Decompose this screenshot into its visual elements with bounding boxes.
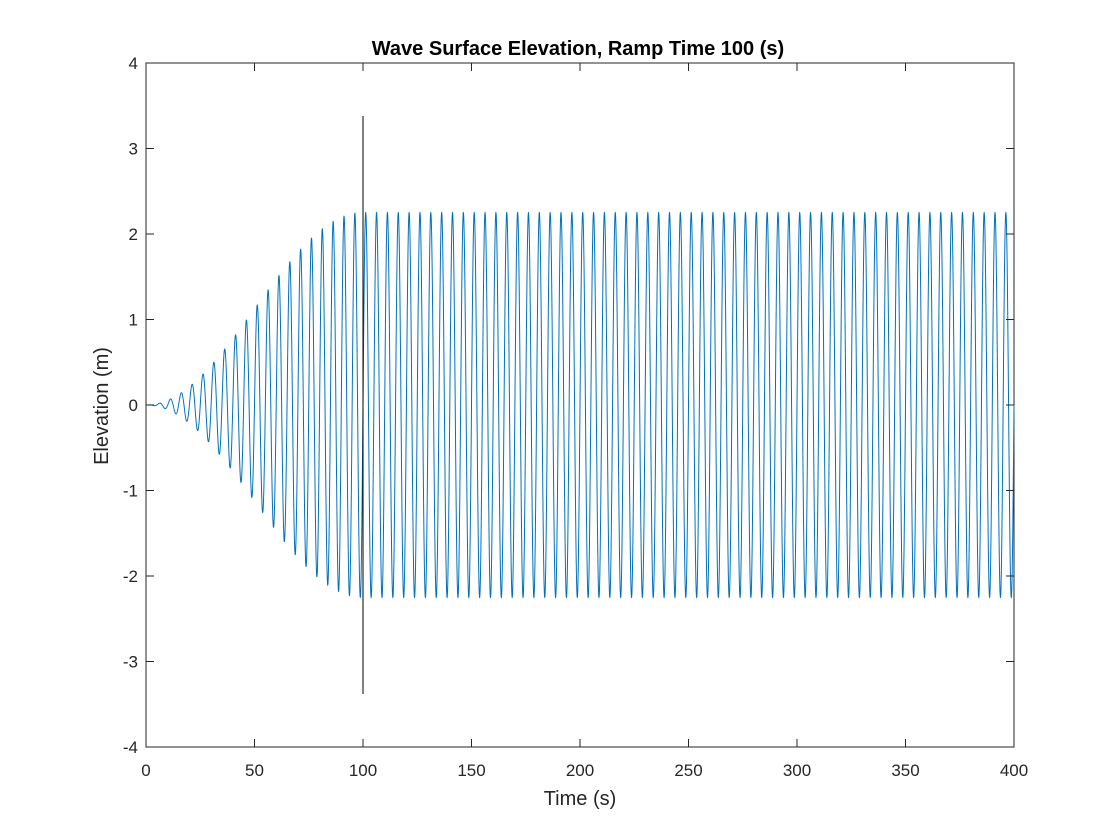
y-tick-label: 4	[129, 54, 138, 73]
x-tick-label: 250	[674, 761, 702, 780]
y-tick-label: 2	[129, 225, 138, 244]
y-tick-label: 3	[129, 140, 138, 159]
y-tick-label: -2	[123, 567, 138, 586]
y-tick-label: 0	[129, 396, 138, 415]
plot-area	[145, 62, 1015, 748]
y-tick-label: -4	[123, 738, 138, 757]
series-layer	[146, 211, 1015, 599]
y-axis-label: Elevation (m)	[91, 347, 113, 465]
x-tick-label: 100	[349, 761, 377, 780]
x-tick-label: 300	[783, 761, 811, 780]
x-tick-label: 150	[457, 761, 485, 780]
y-tick-labels: -4 -3 -2 -1 0 1 2 3 4	[123, 54, 138, 757]
y-tick-label: -3	[123, 653, 138, 672]
x-tick-label: 0	[141, 761, 150, 780]
y-tick-label: 1	[129, 311, 138, 330]
series-line-0	[146, 211, 1015, 599]
x-axis-label: Time (s)	[544, 788, 617, 810]
x-tick-label: 50	[245, 761, 264, 780]
tick-marks	[145, 62, 1015, 748]
x-tick-label: 350	[891, 761, 919, 780]
chart-title: Wave Surface Elevation, Ramp Time 100 (s…	[372, 38, 784, 60]
x-tick-label: 200	[566, 761, 594, 780]
x-tick-labels: 0 50 100 150 200 250 300 350 400	[141, 761, 1028, 780]
y-tick-label: -1	[123, 482, 138, 501]
x-tick-label: 400	[1000, 761, 1028, 780]
